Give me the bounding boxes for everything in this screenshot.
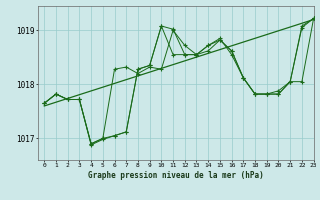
X-axis label: Graphe pression niveau de la mer (hPa): Graphe pression niveau de la mer (hPa) (88, 171, 264, 180)
